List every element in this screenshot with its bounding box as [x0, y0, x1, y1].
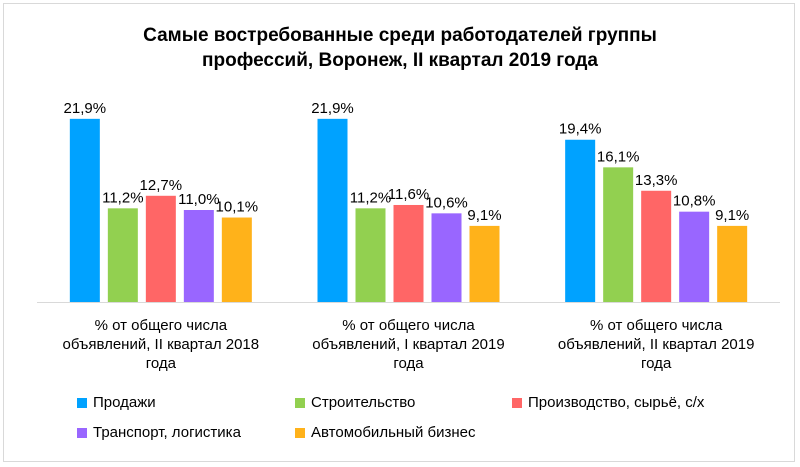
- bar-g2-s1: [603, 167, 634, 302]
- chart-title: Самые востребованные среди работодателей…: [0, 23, 800, 73]
- data-label-g0-s0: 21,9%: [64, 100, 107, 117]
- chart-title-line-1: Самые востребованные среди работодателей…: [143, 25, 657, 46]
- data-label-g2-s0: 19,4%: [559, 121, 602, 138]
- data-label-g2-s4: 9,1%: [715, 207, 749, 224]
- category-label-g1-line2: года: [393, 355, 424, 372]
- chart-title-line-2: профессий, Воронеж, II квартал 2019 года: [202, 50, 598, 71]
- data-label-g1-s0: 21,9%: [311, 100, 354, 117]
- category-label-g1-line1: объявлений, I квартал 2019: [312, 336, 504, 353]
- data-label-g0-s4: 10,1%: [216, 199, 259, 216]
- data-label-g1-s1: 11,2%: [350, 189, 391, 206]
- bar-g0-s0: [69, 118, 100, 302]
- data-label-g1-s4: 9,1%: [467, 207, 501, 224]
- category-label-g2-line2: года: [641, 355, 672, 372]
- data-label-g0-s1: 11,2%: [102, 189, 143, 206]
- category-label-g0-line1: объявлений, II квартал 2018: [63, 336, 260, 353]
- data-label-g1-s3: 10,6%: [425, 194, 468, 211]
- category-label-g1-line0: % от общего числа: [342, 317, 475, 334]
- bar-g0-s4: [221, 217, 252, 302]
- data-label-g2-s3: 10,8%: [673, 193, 716, 210]
- data-label-g2-s2: 13,3%: [635, 172, 678, 189]
- bar-g0-s1: [107, 208, 138, 302]
- data-label-g1-s2: 11,6%: [388, 186, 429, 203]
- bar-g2-s2: [641, 190, 672, 302]
- category-label-g0-line2: года: [146, 355, 177, 372]
- data-label-g0-s3: 11,0%: [178, 191, 219, 208]
- bar-g0-s3: [183, 210, 214, 302]
- bar-g1-s1: [355, 208, 386, 302]
- bar-g2-s0: [565, 139, 596, 302]
- category-label-g2-line0: % от общего числа: [590, 317, 723, 334]
- bar-g0-s2: [145, 195, 176, 302]
- category-label-g2-line1: объявлений, II квартал 2019: [558, 336, 755, 353]
- bar-g1-s3: [431, 213, 462, 302]
- bar-g2-s4: [717, 225, 748, 302]
- data-label-g2-s1: 16,1%: [597, 148, 640, 165]
- category-label-g0-line0: % от общего числа: [95, 317, 228, 334]
- data-label-g0-s2: 12,7%: [140, 177, 183, 194]
- bar-g1-s4: [469, 225, 500, 302]
- bar-g1-s2: [393, 204, 424, 302]
- bar-g1-s0: [317, 118, 348, 302]
- bar-g2-s3: [679, 211, 710, 302]
